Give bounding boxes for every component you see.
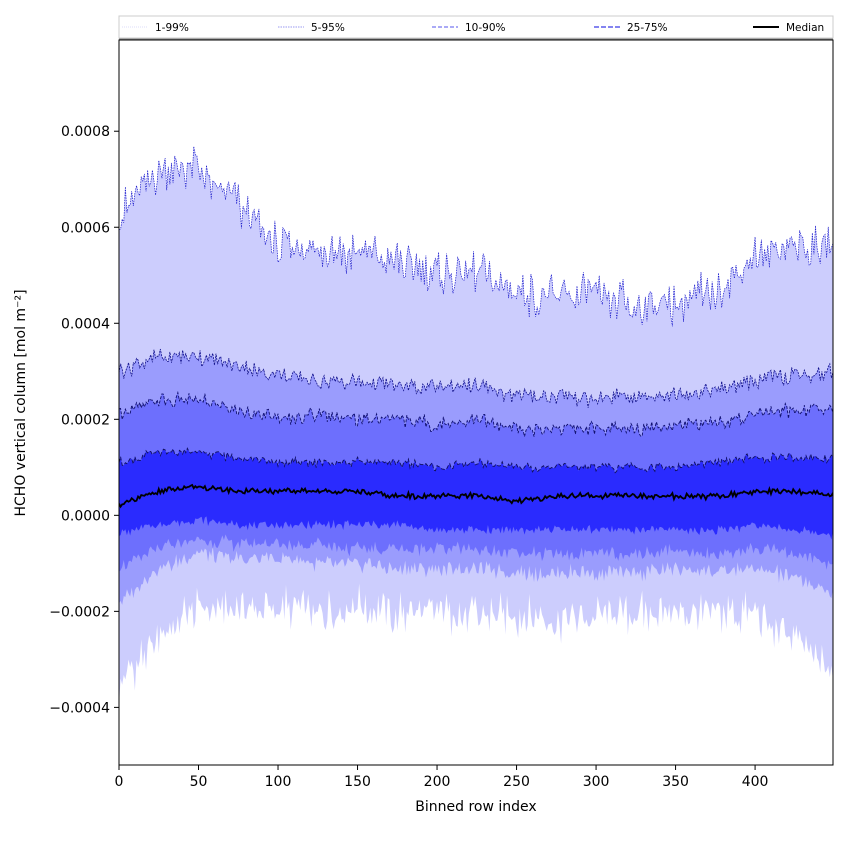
y-axis-label: HCHO vertical column [mol m⁻²] <box>13 289 29 516</box>
y-tick-label: −0.0004 <box>49 700 110 716</box>
legend-label: 25-75% <box>627 22 668 34</box>
legend-label: 1-99% <box>155 22 189 34</box>
x-tick-label: 150 <box>344 774 371 790</box>
percentile-bands <box>119 146 833 706</box>
y-tick-label: 0.0002 <box>61 412 110 428</box>
edge-upper-25-75% <box>119 447 833 474</box>
y-tick-label: 0.0006 <box>61 220 110 236</box>
legend-box <box>118 15 834 39</box>
edge-upper-1-99% <box>119 146 833 327</box>
y-tick-label: −0.0002 <box>49 604 110 620</box>
x-tick-label: 100 <box>265 774 292 790</box>
x-tick-label: 400 <box>742 774 769 790</box>
edge-upper-10-90% <box>119 390 833 437</box>
x-tick-label: 300 <box>583 774 610 790</box>
median-line <box>119 483 833 509</box>
plot-frame <box>118 39 834 766</box>
x-tick-label: 0 <box>115 774 124 790</box>
y-tick-label: 0.0000 <box>61 508 110 524</box>
y-tick-label: 0.0008 <box>61 124 110 140</box>
x-tick-label: 250 <box>503 774 530 790</box>
legend-label: 10-90% <box>465 22 506 34</box>
percentile-edge-lines <box>119 146 833 474</box>
y-tick-label: 0.0004 <box>61 316 110 332</box>
x-tick-label: 200 <box>424 774 451 790</box>
x-axis-label: Binned row index <box>415 799 536 815</box>
median-line-group <box>119 483 833 509</box>
legend-label: 5-95% <box>311 22 345 34</box>
legend-label: Median <box>786 22 824 34</box>
x-axis-ticks: 0 50 100 150 200 250 300 350 400 <box>115 765 769 790</box>
y-axis-ticks: −0.0004 −0.0002 0.0000 0.0002 0.0004 0.0006 0.… <box>49 124 119 716</box>
x-tick-label: 350 <box>662 774 689 790</box>
legend: 1-99% 5-95% 10-90% 25-75% Median <box>118 15 834 40</box>
x-tick-label: 50 <box>190 774 208 790</box>
edge-upper-5-95% <box>119 348 833 408</box>
